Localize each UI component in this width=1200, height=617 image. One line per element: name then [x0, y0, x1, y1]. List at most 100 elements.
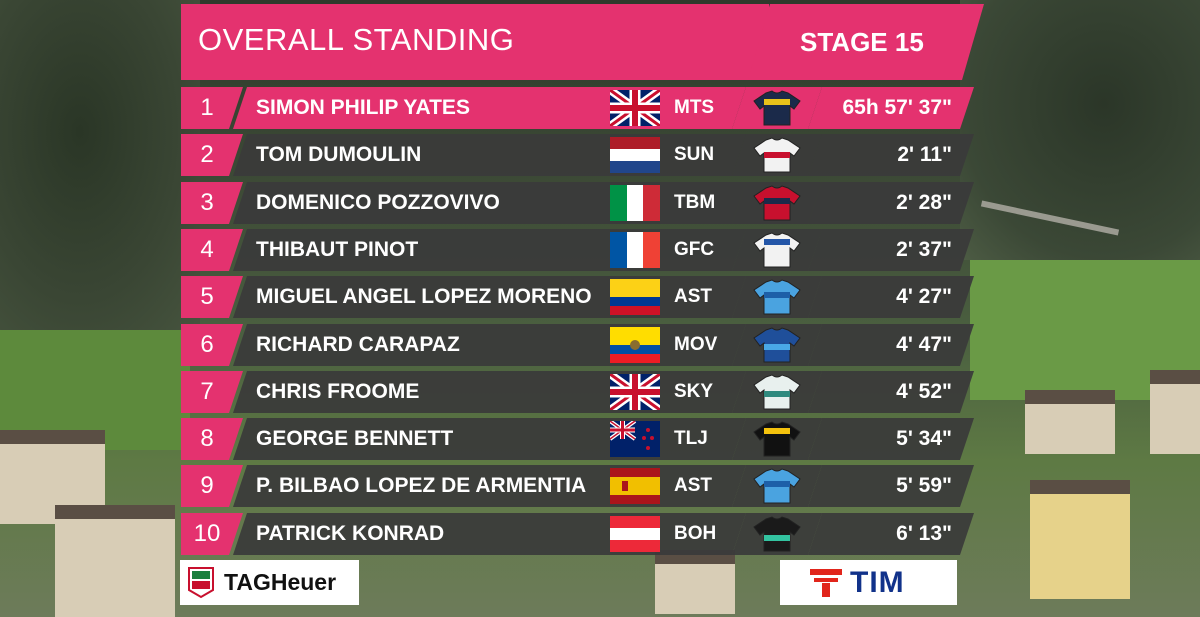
flag-ec-icon [610, 327, 660, 363]
time-bg [808, 276, 974, 318]
stage-header [748, 4, 984, 80]
flag-gb-icon [610, 374, 660, 410]
team-code: BOH [674, 523, 717, 544]
time-bg [808, 229, 974, 271]
time-bg [808, 87, 974, 129]
rider-name: THIBAUT PINOT [256, 238, 419, 261]
standings-title: OVERALL STANDING [198, 22, 515, 57]
flag-nz-icon [610, 421, 660, 457]
standing-row: 7 CHRIS FROOME SKY 4' 52" [0, 371, 1200, 413]
rider-bg [233, 371, 746, 413]
time-gap: 5' 34" [896, 427, 952, 450]
standing-row: 4 THIBAUT PINOT GFC 2' 37" [0, 229, 1200, 271]
flag-nl-icon [610, 137, 660, 173]
jersey-mov-icon [752, 326, 802, 364]
team-code: TLJ [674, 428, 708, 449]
rider-name: RICHARD CARAPAZ [256, 333, 460, 356]
standing-row: 9 P. BILBAO LOPEZ DE ARMENTIA AST 5' 59" [0, 465, 1200, 507]
team-code: TBM [674, 192, 716, 213]
rider-name: SIMON PHILIP YATES [256, 96, 470, 119]
house [1025, 390, 1115, 454]
house [1150, 370, 1200, 454]
standing-row: 8 GEORGE BENNETT TLJ 5' 34" [0, 418, 1200, 460]
rider-name: DOMENICO POZZOVIVO [256, 191, 500, 214]
house [655, 550, 735, 614]
position-number: 6 [200, 331, 214, 358]
house [1030, 480, 1130, 599]
team-code: AST [674, 286, 712, 307]
team-code: AST [674, 475, 712, 496]
jersey-gfc-icon [752, 231, 802, 269]
rider-bg [233, 513, 746, 555]
jersey-mts-icon [752, 89, 802, 127]
position-number: 7 [200, 378, 214, 405]
time-bg [808, 371, 974, 413]
time-gap: 5' 59" [896, 474, 952, 497]
time-bg [808, 418, 974, 460]
time-gap: 4' 52" [896, 380, 952, 403]
position-number: 3 [200, 189, 214, 216]
sponsor-tagheuer-label: TAGHeuer [224, 569, 337, 595]
standing-row: 3 DOMENICO POZZOVIVO TBM 2' 28" [0, 182, 1200, 224]
position-number: 8 [200, 425, 214, 452]
flag-it-icon [610, 185, 660, 221]
standing-row: 5 MIGUEL ANGEL LOPEZ MORENO AST 4' 27" [0, 276, 1200, 318]
rider-name: P. BILBAO LOPEZ DE ARMENTIA [256, 474, 587, 497]
flag-gb-icon [610, 90, 660, 126]
position-number: 2 [200, 141, 214, 168]
jersey-ast-icon [752, 467, 802, 505]
time-bg [808, 513, 974, 555]
flag-at-icon [610, 516, 660, 552]
standing-row: 2 TOM DUMOULIN SUN 2' 11" [0, 134, 1200, 176]
team-code: MTS [674, 97, 715, 118]
sponsor-tim-label: TIM [850, 566, 905, 599]
standing-row: 10 PATRICK KONRAD BOH 6' 13" [0, 513, 1200, 555]
jersey-tbm-icon [752, 184, 802, 222]
stage-label: STAGE 15 [800, 27, 924, 57]
rider-bg [233, 465, 746, 507]
rider-bg [233, 276, 746, 318]
position-number: 4 [200, 236, 214, 263]
rider-name: CHRIS FROOME [256, 380, 420, 403]
time-bg [808, 134, 974, 176]
rider-bg [233, 418, 746, 460]
time-gap: 6' 13" [896, 522, 952, 545]
time-gap: 65h 57' 37" [842, 96, 952, 119]
flag-es-icon [610, 468, 660, 504]
jersey-sky-icon [752, 373, 802, 411]
sponsor-tim: TIM [780, 560, 957, 605]
rider-name: TOM DUMOULIN [256, 143, 422, 166]
rider-bg [233, 134, 746, 176]
time-bg [808, 324, 974, 366]
sponsor-tagheuer: TAGHeuer [180, 560, 359, 605]
standing-row: 1 SIMON PHILIP YATES MTS 65h 57' 37" [0, 87, 1200, 129]
time-gap: 4' 27" [896, 285, 952, 308]
flag-co-icon [610, 279, 660, 315]
house [55, 505, 175, 617]
team-code: MOV [674, 334, 718, 355]
forest-right [960, 0, 1200, 260]
time-gap: 2' 37" [896, 238, 952, 261]
team-code: SKY [674, 381, 714, 402]
standing-row: 6 RICHARD CARAPAZ MOV 4' 47" [0, 324, 1200, 366]
tagheuer-logo-icon [188, 567, 214, 599]
time-bg [808, 182, 974, 224]
forest-left [0, 0, 200, 330]
rider-name: GEORGE BENNETT [256, 427, 454, 450]
time-gap: 4' 47" [896, 333, 952, 356]
rider-bg [233, 182, 746, 224]
position-number: 9 [200, 472, 214, 499]
tim-logo-icon [810, 569, 842, 597]
jersey-sun-icon [752, 136, 802, 174]
rider-bg [233, 324, 746, 366]
jersey-ast-icon [752, 278, 802, 316]
time-gap: 2' 11" [897, 143, 952, 166]
position-number: 10 [193, 520, 221, 547]
jersey-tlj-icon [752, 420, 802, 458]
team-code: GFC [674, 239, 715, 260]
rider-name: MIGUEL ANGEL LOPEZ MORENO [256, 285, 592, 308]
standings-header [181, 4, 769, 80]
rider-bg [233, 229, 746, 271]
rider-bg [233, 87, 746, 129]
team-code: SUN [674, 144, 715, 165]
